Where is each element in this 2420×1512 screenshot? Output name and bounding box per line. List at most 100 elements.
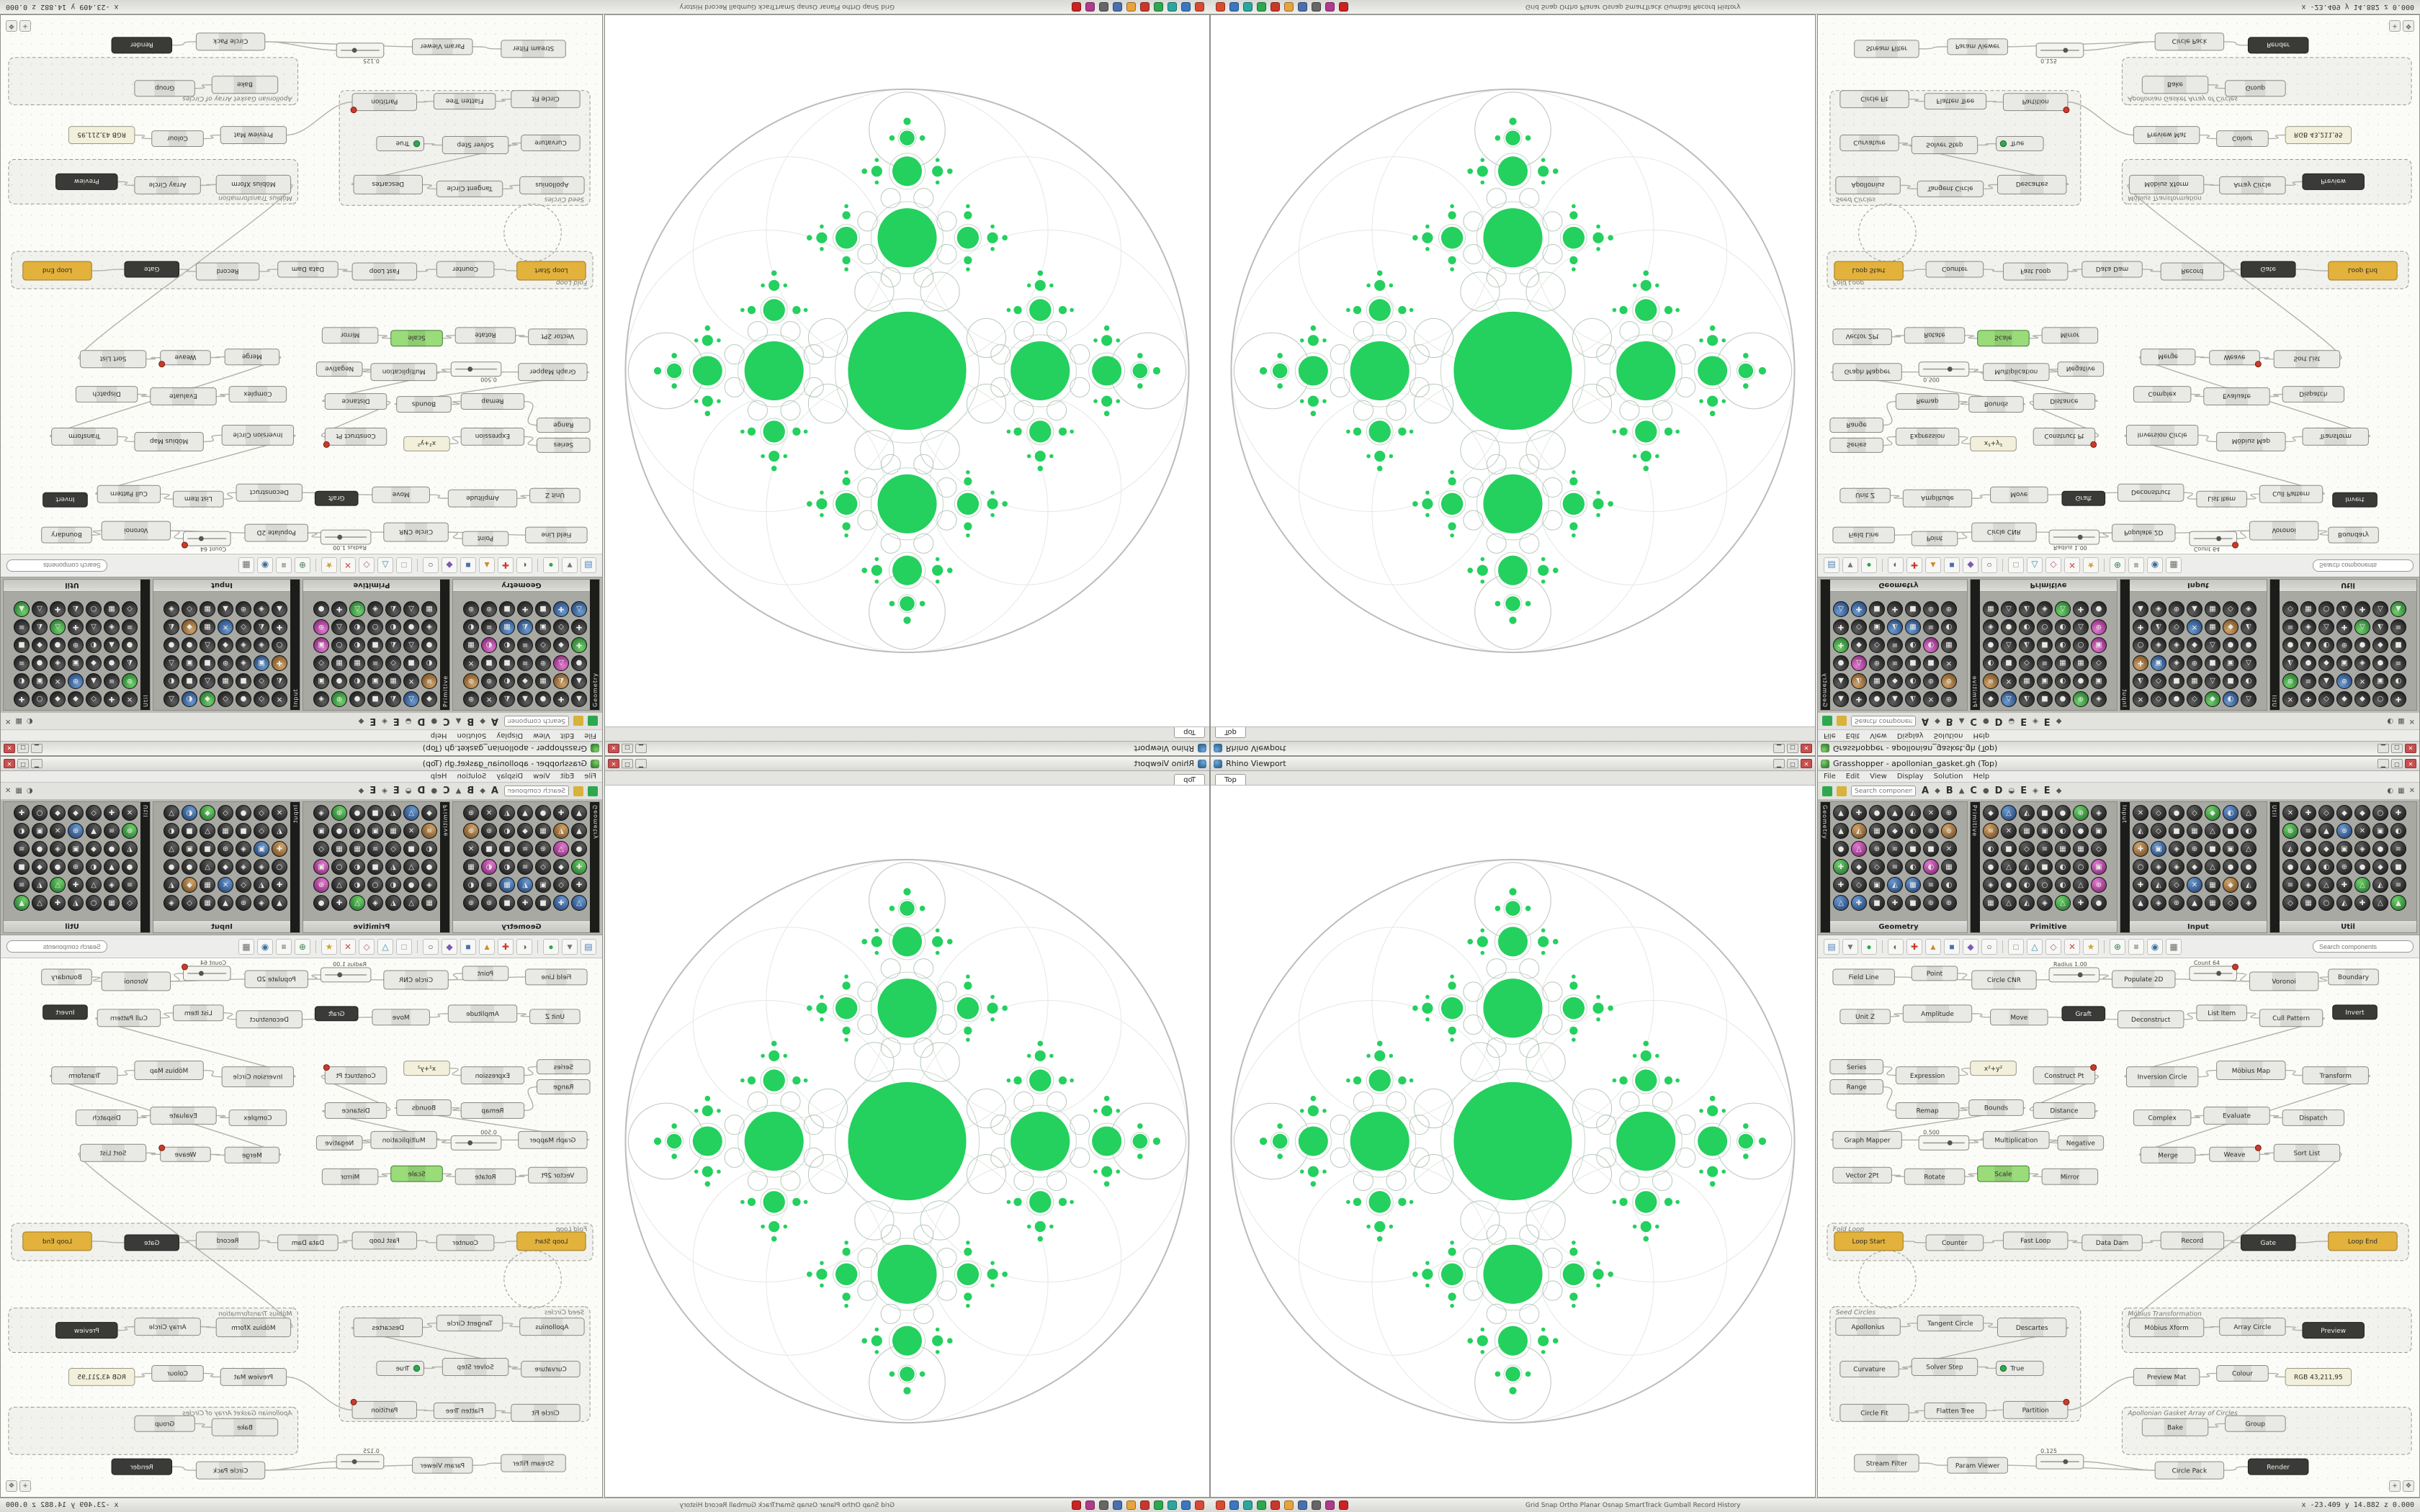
gh-node[interactable]: Loop Start (516, 1231, 586, 1251)
menu-item-edit[interactable]: Edit (560, 732, 575, 739)
component-tab-a-0[interactable]: A (1922, 786, 1930, 796)
component-icon[interactable]: ● (349, 691, 365, 707)
gh-node[interactable]: Voronoi (101, 521, 171, 541)
tray-icon-0[interactable] (1195, 1500, 1204, 1510)
gh-node[interactable]: Transform (2302, 427, 2369, 446)
gh-node[interactable]: Flatten Tree (1924, 1402, 1987, 1419)
component-icon[interactable]: △ (2354, 619, 2370, 635)
component-icon[interactable]: ≡ (517, 841, 533, 857)
gh-node[interactable]: Tangent Circle (436, 1315, 503, 1332)
menu-item-solution[interactable]: Solution (457, 732, 487, 739)
gh-node[interactable]: Field Line (1832, 526, 1895, 544)
component-icon[interactable]: ◆ (2318, 655, 2334, 671)
toolbar-icon-9[interactable]: □ (2008, 938, 2024, 955)
component-icon[interactable]: ◐ (1905, 859, 1921, 875)
gh-node[interactable]: Fast Loop (351, 262, 418, 281)
tray-icon-2[interactable] (1243, 2, 1252, 12)
component-icon[interactable]: ◆ (182, 619, 197, 635)
component-icon[interactable]: ✚ (553, 895, 569, 911)
component-icon[interactable]: ◇ (2318, 691, 2334, 707)
component-icon[interactable]: ✕ (1941, 655, 1957, 671)
toolbar-icon-2[interactable]: ● (1861, 938, 1877, 955)
gh-node[interactable]: Graft (2061, 1006, 2106, 1022)
gh-node[interactable]: Voronoi (101, 971, 171, 991)
gh-node[interactable]: 0.125 (2035, 42, 2084, 64)
toolbar-icon-15[interactable]: ≡ (276, 557, 292, 574)
component-icon[interactable]: ● (1833, 655, 1849, 671)
gh-node[interactable]: Evaluate (150, 387, 217, 406)
component-icon[interactable]: ▣ (1869, 877, 1885, 893)
component-icon[interactable]: ◭ (163, 619, 179, 635)
component-icon[interactable]: ✚ (50, 895, 66, 911)
gh-node[interactable]: Partition (350, 93, 418, 114)
component-icon[interactable]: ● (2300, 841, 2316, 857)
component-icon[interactable]: ◐ (349, 859, 365, 875)
gh-node[interactable]: Remap (1895, 393, 1960, 410)
component-icon[interactable]: ◭ (272, 673, 287, 689)
toolbar-icon-4[interactable]: ✚ (1906, 557, 1922, 574)
component-icon[interactable]: ≡ (2390, 619, 2406, 635)
component-icon[interactable]: △ (163, 805, 179, 821)
component-icon[interactable]: ◆ (2372, 637, 2388, 653)
gh-node[interactable]: Graft (2061, 490, 2106, 506)
gh-node[interactable]: Record (195, 262, 260, 281)
component-icon[interactable]: ◈ (1983, 619, 1999, 635)
gh-node[interactable]: Circle Pack (195, 1461, 266, 1480)
gh-node[interactable]: Gate (2240, 261, 2296, 278)
toolbar-icon-10[interactable]: △ (2027, 938, 2043, 955)
component-icon[interactable]: ○ (2318, 895, 2334, 911)
maximize-button[interactable]: □ (1787, 759, 1798, 768)
component-icon[interactable]: ◭ (553, 823, 569, 839)
component-icon[interactable]: ◈ (2241, 895, 2257, 911)
component-icon[interactable]: ⊕ (535, 655, 551, 671)
grasshopper-canvas[interactable]: Fold Loop Möbius Transformation Apollonian… (1, 16, 601, 553)
grid-view-icon[interactable] (1822, 716, 1832, 726)
gh-node[interactable]: Amplitude (1902, 489, 1973, 508)
component-icon[interactable]: ▦ (385, 673, 401, 689)
gh-node[interactable]: Populate 2D (244, 970, 308, 989)
component-icon[interactable]: ✕ (403, 673, 419, 689)
toolbar-icon-14[interactable]: ⊕ (295, 938, 310, 955)
grasshopper-titlebar[interactable]: Grasshopper - apollonian_gasket.gh (Top)… (1, 741, 602, 755)
menu-item-file[interactable]: File (1824, 773, 1836, 780)
component-icon[interactable]: ● (104, 655, 120, 671)
viewport-tab-top[interactable]: Top (1215, 727, 1246, 738)
component-icon[interactable]: ◇ (254, 691, 269, 707)
minimize-button[interactable]: ▁ (31, 744, 42, 753)
component-icon[interactable]: △ (200, 673, 215, 689)
toolbar-icon-9[interactable]: □ (2008, 557, 2024, 574)
gh-node[interactable]: Array Circle (134, 1318, 201, 1336)
gh-node[interactable]: Radius 1.00 (2048, 961, 2100, 983)
component-icon[interactable]: ● (1869, 691, 1885, 707)
component-icon[interactable]: ◐ (163, 823, 179, 839)
component-icon[interactable]: ✕ (2133, 805, 2148, 821)
file-path-box[interactable] (504, 716, 569, 726)
component-icon[interactable]: ⊕ (236, 601, 251, 617)
component-icon[interactable]: △ (50, 619, 66, 635)
component-icon[interactable]: ◈ (50, 655, 66, 671)
component-icon[interactable]: ◭ (122, 655, 138, 671)
component-icon[interactable]: ◐ (1923, 859, 1939, 875)
component-icon[interactable]: ◭ (2019, 895, 2035, 911)
component-icon[interactable]: △ (403, 859, 419, 875)
gh-node[interactable]: Weave (2209, 1144, 2262, 1162)
gh-node[interactable]: Invert (42, 1004, 88, 1020)
component-icon[interactable]: ⊕ (463, 823, 479, 839)
tray-icon-3[interactable] (1257, 1500, 1266, 1510)
gh-node[interactable]: Move (372, 486, 430, 503)
component-icon[interactable]: ◈ (163, 895, 179, 911)
toolbar-icon-14[interactable]: ⊕ (295, 557, 310, 574)
component-icon[interactable]: ● (331, 673, 347, 689)
viewport-tab-top[interactable]: Top (1215, 774, 1246, 785)
component-icon[interactable]: ▦ (421, 601, 437, 617)
gh-node[interactable]: Mirror (2041, 327, 2099, 344)
close-button[interactable]: ✕ (2405, 744, 2416, 753)
gh-node[interactable]: Counter (1925, 1234, 1984, 1251)
gh-node[interactable]: Stream Filter (1854, 40, 1919, 58)
component-icon[interactable]: ⊕ (2187, 655, 2202, 671)
gh-node[interactable]: Boundary (41, 968, 92, 986)
component-icon[interactable]: ▲ (14, 895, 30, 911)
component-icon[interactable]: ◭ (1905, 691, 1921, 707)
component-icon[interactable]: ◆ (2223, 619, 2238, 635)
component-icon[interactable]: ▦ (2187, 823, 2202, 839)
